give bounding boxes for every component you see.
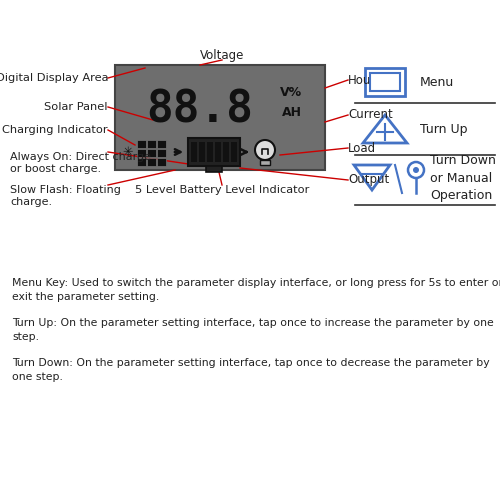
Text: Output: Output (348, 174, 389, 186)
Bar (147, 140, 156, 148)
Polygon shape (363, 115, 407, 143)
Bar (157, 149, 166, 157)
Text: Digital Display Area: Digital Display Area (0, 73, 108, 83)
Bar (370, 73, 400, 91)
Text: Voltage: Voltage (200, 48, 244, 62)
Text: V%: V% (280, 86, 302, 100)
Text: Charging Indicator: Charging Indicator (2, 125, 108, 135)
Text: Load: Load (348, 142, 376, 154)
Text: AH: AH (282, 106, 302, 120)
Bar (147, 149, 156, 157)
Bar (231, 142, 237, 162)
Text: Turn Down: On the parameter setting interface, tap once to decrease the paramete: Turn Down: On the parameter setting inte… (12, 358, 490, 382)
Bar (260, 160, 270, 165)
Circle shape (255, 140, 275, 160)
Text: 88.8: 88.8 (146, 88, 254, 132)
Bar (207, 142, 213, 162)
Bar (115, 65, 325, 170)
Bar (223, 142, 229, 162)
Text: Current: Current (348, 108, 393, 122)
Bar (157, 158, 166, 166)
Text: 5 Level Battery Level Indicator: 5 Level Battery Level Indicator (135, 185, 309, 195)
Bar (206, 166, 222, 172)
Text: Slow Flash: Floating
charge.: Slow Flash: Floating charge. (10, 185, 121, 208)
Circle shape (413, 167, 419, 173)
Text: Menu: Menu (420, 76, 454, 88)
Bar (137, 140, 146, 148)
Text: Menu Key: Used to switch the parameter display interface, or long press for 5s t: Menu Key: Used to switch the parameter d… (12, 278, 500, 302)
Bar (191, 142, 197, 162)
Text: ✳: ✳ (123, 146, 133, 158)
Text: Hour: Hour (348, 74, 376, 86)
Text: Solar Panel: Solar Panel (44, 102, 108, 112)
Text: Turn Up: Turn Up (420, 122, 468, 136)
Bar (137, 149, 146, 157)
Text: Turn Down
or Manual
Operation: Turn Down or Manual Operation (430, 154, 496, 202)
Bar (215, 142, 221, 162)
Bar (199, 142, 205, 162)
Text: Turn Up: On the parameter setting interface, tap once to increase the parameter : Turn Up: On the parameter setting interf… (12, 318, 494, 342)
Bar (137, 158, 146, 166)
Text: Always On: Direct charge
or boost charge.: Always On: Direct charge or boost charge… (10, 152, 151, 174)
Bar (157, 140, 166, 148)
Bar (147, 158, 156, 166)
Bar (188, 138, 240, 166)
Bar (365, 68, 405, 96)
Polygon shape (354, 165, 390, 190)
Circle shape (408, 162, 424, 178)
